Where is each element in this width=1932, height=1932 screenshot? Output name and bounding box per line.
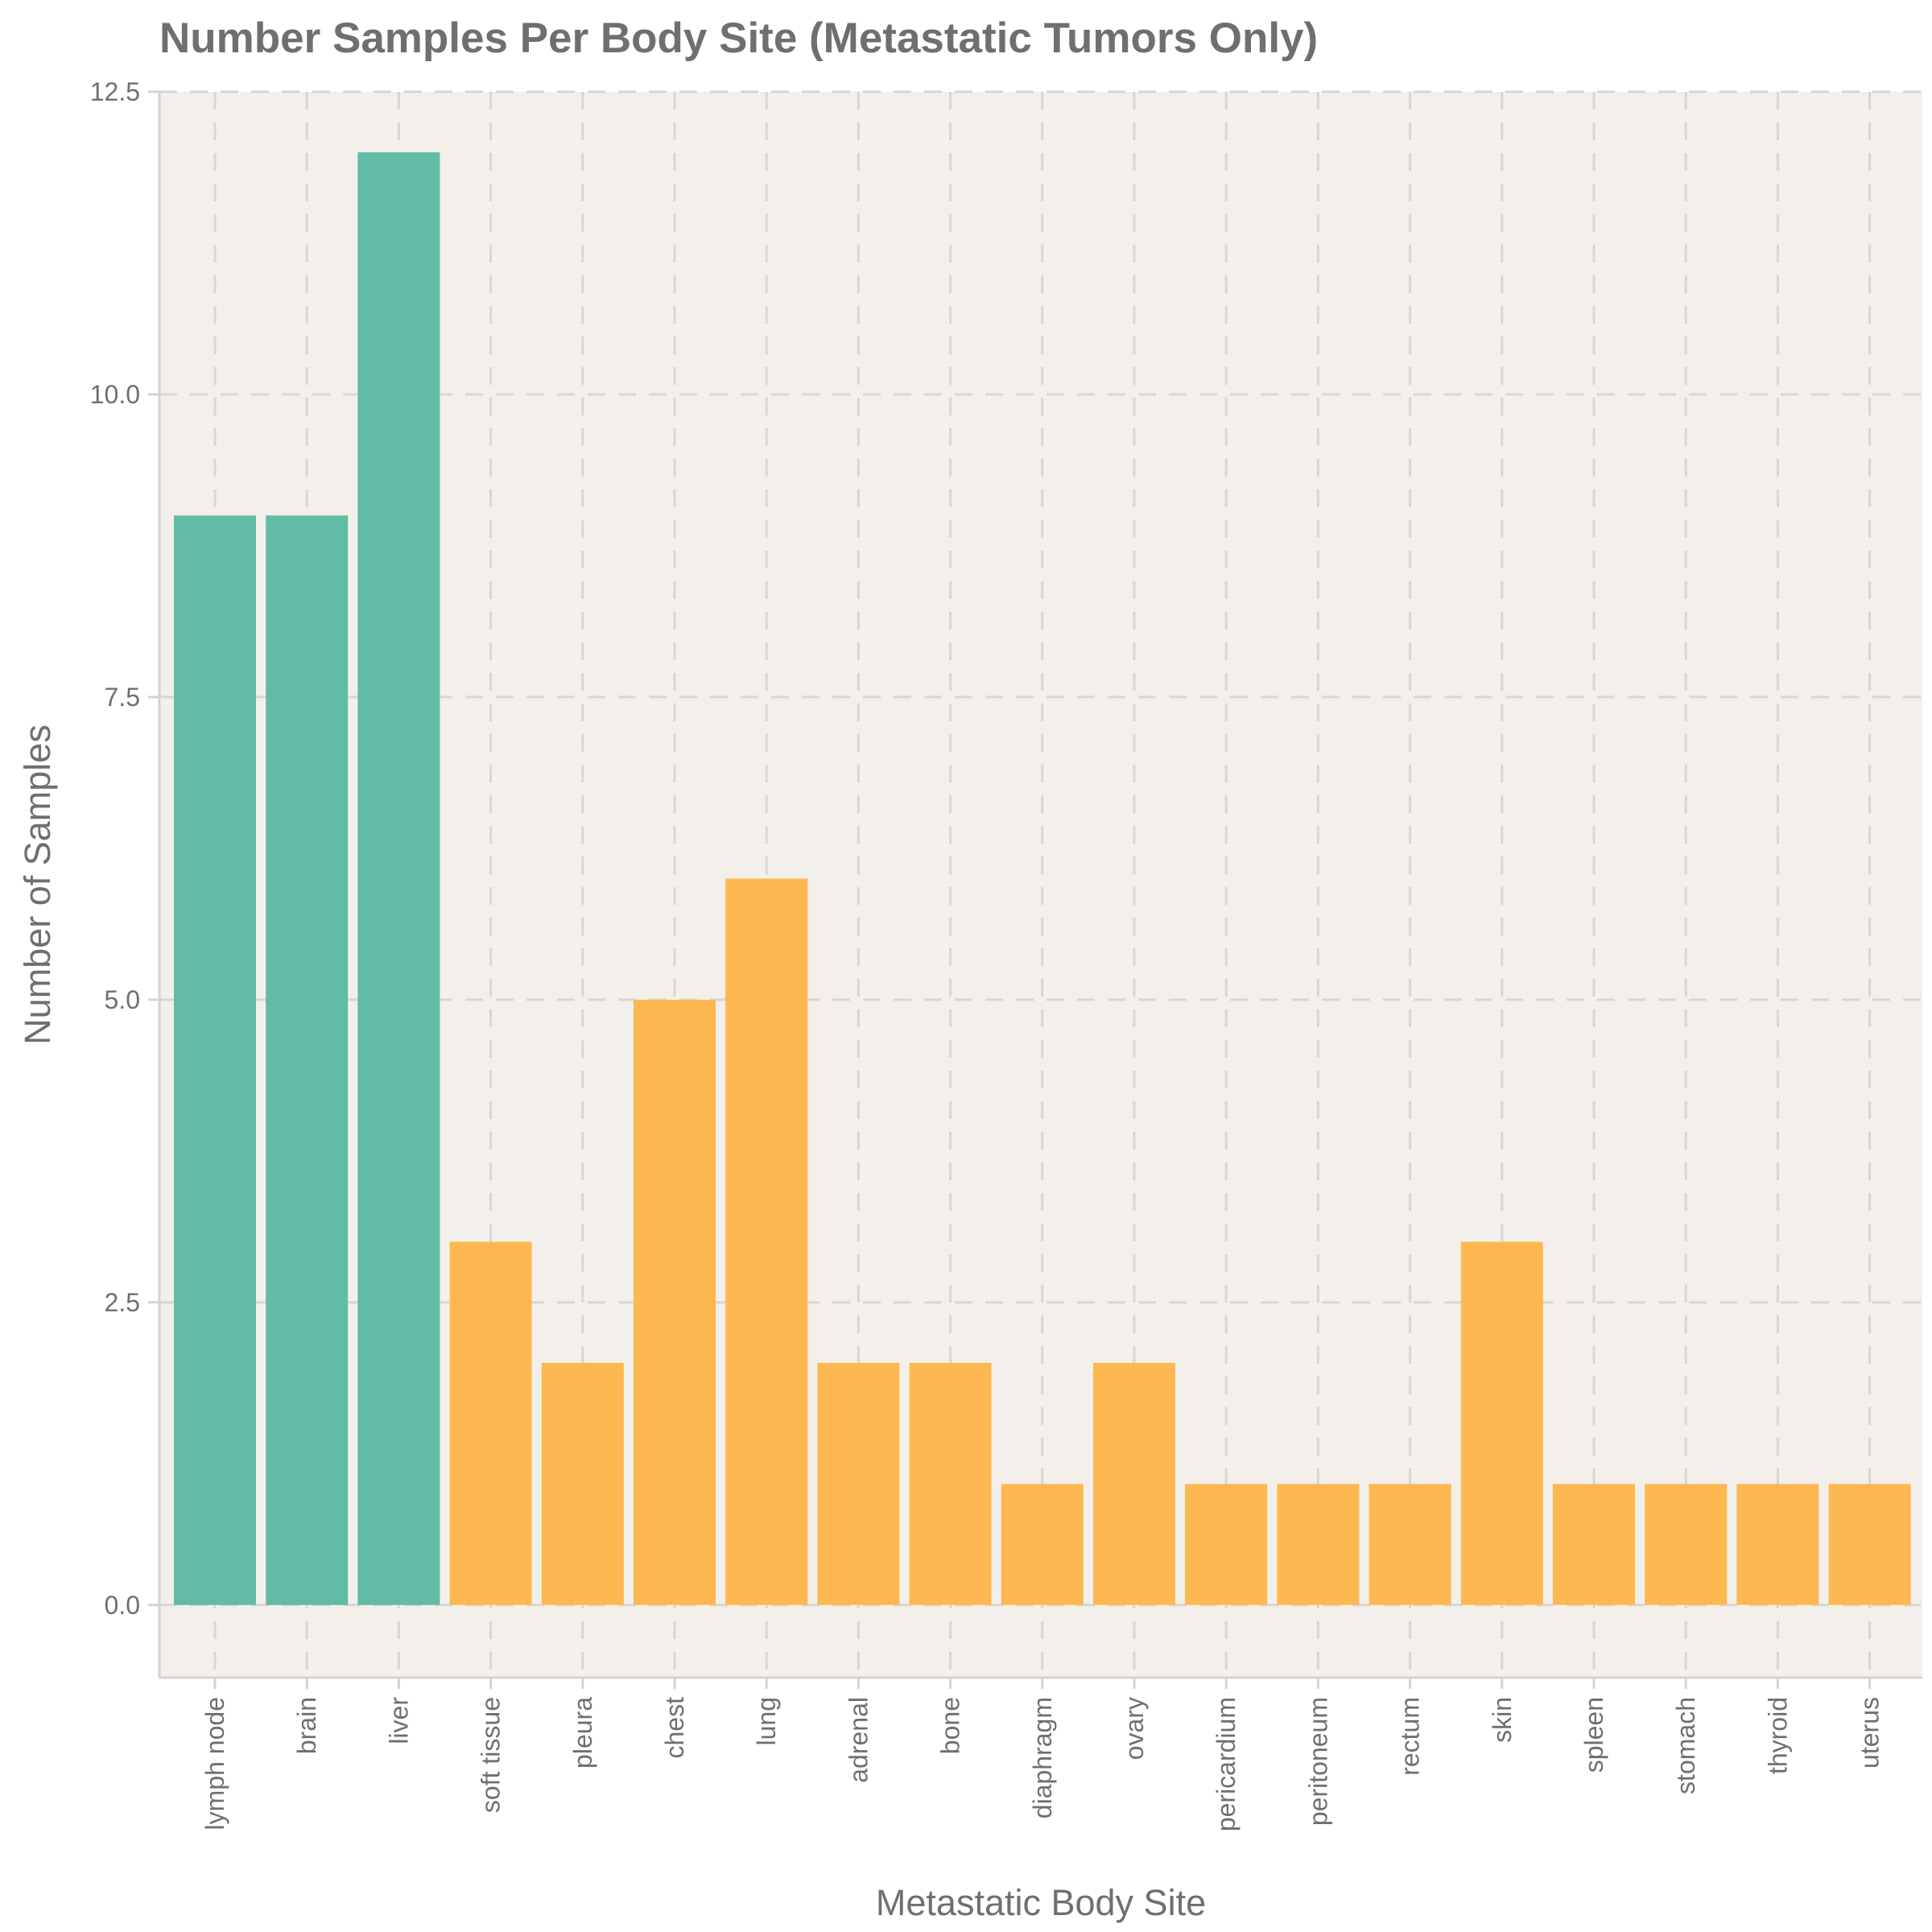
x-tick-label: skin [1488, 1697, 1517, 1743]
x-tick-label: pleura [568, 1697, 597, 1769]
x-tick-label: brain [292, 1697, 321, 1754]
x-tick-label: peritoneum [1303, 1697, 1332, 1826]
bar-peritoneum [1277, 1484, 1360, 1605]
bars [174, 152, 1911, 1605]
bar-thyroid [1736, 1484, 1819, 1605]
y-axis-title: Number of Samples [17, 724, 58, 1045]
bar-diaphragm [1001, 1484, 1084, 1605]
y-tick-label: 10.0 [90, 380, 140, 409]
x-tick-label: pericardium [1212, 1697, 1241, 1831]
y-tick-label: 12.5 [90, 77, 140, 106]
bar-chest [634, 999, 716, 1605]
x-tick-label: thyroid [1763, 1697, 1792, 1774]
x-tick-label: chest [660, 1697, 689, 1759]
bar-soft-tissue [449, 1241, 532, 1605]
x-ticks: lymph node brain liver soft tissue pleura che… [200, 1678, 1885, 1831]
bar-adrenal [817, 1363, 900, 1605]
bar-stomach [1645, 1484, 1728, 1605]
bar-bone [909, 1363, 992, 1605]
bar-pleura [541, 1363, 624, 1605]
chart-title: Number Samples Per Body Site (Metastatic… [159, 14, 1318, 62]
bar-brain [266, 515, 349, 1605]
x-tick-label: stomach [1671, 1697, 1700, 1794]
bar-ovary [1093, 1363, 1175, 1605]
bar-lung [725, 878, 808, 1605]
x-tick-label: soft tissue [477, 1697, 506, 1813]
x-tick-label: lung [752, 1697, 781, 1746]
x-tick-label: liver [384, 1697, 413, 1744]
bar-liver [357, 152, 440, 1605]
y-ticks: 0.0 2.5 5.0 7.5 10.0 12.5 [90, 77, 159, 1620]
y-tick-label: 5.0 [105, 985, 140, 1014]
bar-uterus [1828, 1484, 1911, 1605]
x-tick-label: adrenal [844, 1697, 873, 1783]
y-tick-label: 7.5 [105, 683, 140, 712]
x-axis-title: Metastatic Body Site [876, 1882, 1206, 1923]
bar-skin [1460, 1241, 1543, 1605]
x-tick-label: lymph node [200, 1697, 229, 1830]
bar-rectum [1368, 1484, 1451, 1605]
axes [158, 92, 1922, 1679]
bar-pericardium [1185, 1484, 1268, 1605]
x-tick-label: spleen [1579, 1697, 1608, 1773]
x-tick-label: ovary [1120, 1697, 1149, 1760]
y-tick-label: 2.5 [105, 1288, 140, 1317]
bar-lymph-node [174, 515, 256, 1605]
y-tick-label: 0.0 [105, 1591, 140, 1620]
x-tick-label: uterus [1856, 1697, 1885, 1769]
x-tick-label: bone [936, 1697, 965, 1754]
x-tick-label: diaphragm [1028, 1697, 1057, 1818]
x-tick-label: rectum [1396, 1697, 1425, 1776]
bar-spleen [1553, 1484, 1635, 1605]
